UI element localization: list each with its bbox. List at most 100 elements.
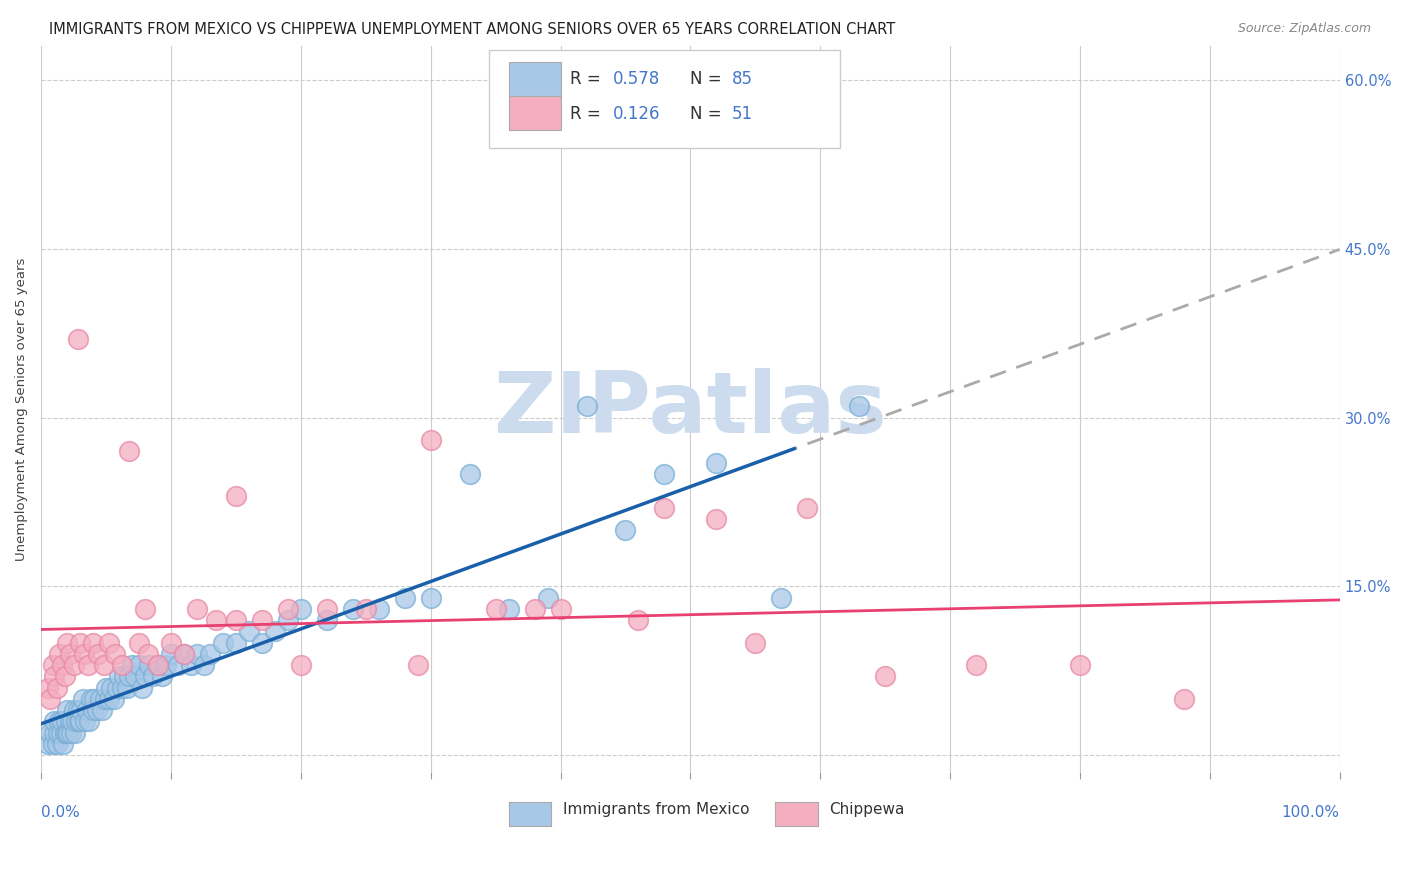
Point: [59, 647, 82, 661]
Point: [65, 714, 87, 729]
Point: [706, 512, 728, 526]
Point: [52, 737, 75, 751]
Point: [118, 669, 141, 683]
Point: [277, 602, 299, 616]
Point: [44, 714, 66, 729]
Point: [193, 658, 215, 673]
Point: [39, 691, 62, 706]
Point: [70, 703, 93, 717]
Point: [44, 725, 66, 739]
Point: [796, 500, 818, 515]
Point: [654, 467, 676, 481]
Point: [112, 669, 135, 683]
Point: [86, 703, 108, 717]
Point: [62, 658, 84, 673]
Point: [58, 725, 80, 739]
Point: [91, 703, 114, 717]
Point: [186, 602, 208, 616]
Point: [536, 591, 558, 605]
Point: [277, 613, 299, 627]
Text: IMMIGRANTS FROM MEXICO VS CHIPPEWA UNEMPLOYMENT AMONG SENIORS OVER 65 YEARS CORR: IMMIGRANTS FROM MEXICO VS CHIPPEWA UNEMP…: [49, 22, 896, 37]
Point: [250, 613, 273, 627]
Point: [1069, 658, 1091, 673]
Point: [76, 703, 98, 717]
Point: [104, 647, 127, 661]
Point: [498, 602, 520, 616]
Point: [53, 669, 76, 683]
Point: [51, 658, 73, 673]
Point: [121, 658, 143, 673]
FancyBboxPatch shape: [509, 96, 561, 129]
Point: [770, 591, 793, 605]
Point: [62, 703, 84, 717]
Text: N =: N =: [690, 70, 727, 88]
Point: [66, 703, 89, 717]
Point: [146, 658, 169, 673]
Point: [146, 658, 169, 673]
Point: [48, 714, 70, 729]
Point: [136, 647, 159, 661]
Text: 100.0%: 100.0%: [1282, 805, 1340, 820]
Point: [614, 523, 637, 537]
Point: [75, 714, 97, 729]
Point: [155, 658, 177, 673]
Point: [83, 691, 105, 706]
Point: [290, 658, 312, 673]
Point: [72, 691, 94, 706]
Point: [225, 613, 247, 627]
Point: [89, 691, 111, 706]
Text: Immigrants from Mexico: Immigrants from Mexico: [564, 802, 749, 817]
Point: [59, 714, 82, 729]
Point: [42, 737, 65, 751]
Point: [42, 658, 65, 673]
Text: 85: 85: [733, 70, 754, 88]
Point: [128, 635, 150, 649]
Point: [79, 691, 101, 706]
Point: [250, 635, 273, 649]
Point: [69, 635, 91, 649]
Point: [485, 602, 508, 616]
Point: [37, 681, 59, 695]
Point: [66, 332, 89, 346]
Point: [166, 658, 188, 673]
Text: 0.0%: 0.0%: [41, 805, 80, 820]
Point: [105, 681, 128, 695]
Point: [100, 681, 122, 695]
Point: [160, 647, 183, 661]
Point: [150, 669, 173, 683]
Point: [111, 681, 134, 695]
Point: [124, 669, 146, 683]
FancyBboxPatch shape: [489, 50, 839, 148]
Point: [77, 714, 100, 729]
Point: [225, 489, 247, 503]
Point: [94, 681, 117, 695]
Point: [44, 669, 66, 683]
Point: [198, 647, 221, 661]
Point: [523, 602, 546, 616]
Text: 51: 51: [733, 104, 754, 123]
Point: [51, 714, 73, 729]
Point: [142, 669, 165, 683]
Text: ZIPatlas: ZIPatlas: [494, 368, 887, 450]
Point: [63, 725, 86, 739]
Point: [160, 635, 183, 649]
Point: [406, 658, 429, 673]
Point: [111, 658, 134, 673]
Point: [60, 714, 83, 729]
Text: Chippewa: Chippewa: [830, 802, 904, 817]
Text: Source: ZipAtlas.com: Source: ZipAtlas.com: [1237, 22, 1371, 36]
Point: [706, 456, 728, 470]
Point: [48, 647, 70, 661]
Point: [118, 444, 141, 458]
Point: [134, 602, 156, 616]
Text: 0.578: 0.578: [613, 70, 659, 88]
Point: [875, 669, 897, 683]
FancyBboxPatch shape: [509, 62, 561, 95]
Point: [225, 635, 247, 649]
Point: [394, 591, 416, 605]
Point: [45, 737, 67, 751]
Point: [367, 602, 389, 616]
Point: [56, 725, 79, 739]
Point: [103, 691, 125, 706]
Point: [575, 399, 598, 413]
